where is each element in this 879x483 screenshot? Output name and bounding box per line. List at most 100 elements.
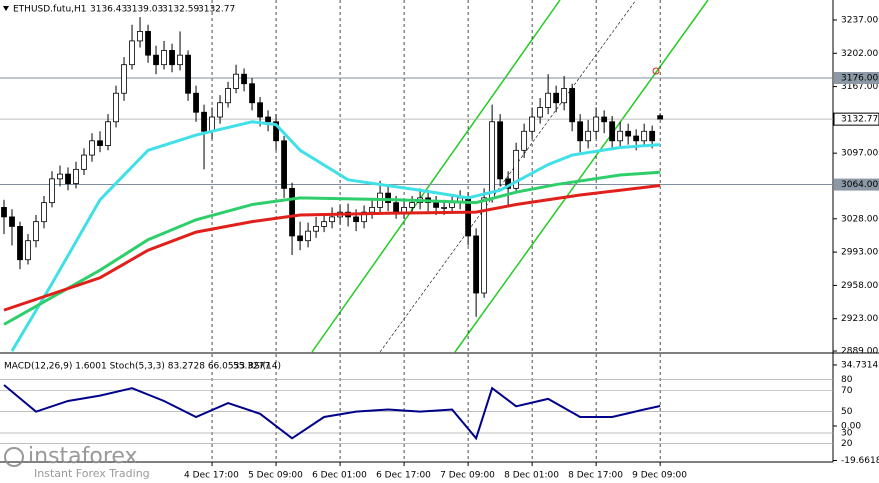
candle-body xyxy=(521,130,528,151)
candle-body xyxy=(385,192,391,204)
candle-body xyxy=(225,88,231,104)
candle-body xyxy=(153,54,159,66)
candle-body xyxy=(529,116,536,132)
candle-body xyxy=(625,130,632,137)
candle-body xyxy=(177,54,183,66)
candle-body xyxy=(409,202,415,208)
candle-body xyxy=(193,92,199,113)
candle-body xyxy=(73,168,79,185)
x-tick-label: 8 Dec 17:00 xyxy=(568,471,623,481)
candle-body xyxy=(25,240,31,261)
logo-tagline: Instant Forex Trading xyxy=(34,467,150,480)
candle-body xyxy=(1,206,7,218)
candle-body xyxy=(393,202,399,213)
y-tick-label: 3097.00 xyxy=(841,149,878,159)
candle-body xyxy=(361,211,367,223)
rsi-line xyxy=(3,384,661,441)
candle-body xyxy=(481,197,488,294)
x-tick-label: 6 Dec 01:00 xyxy=(312,471,367,481)
candle-body xyxy=(201,111,207,132)
candle-body xyxy=(241,73,247,85)
candle-body xyxy=(369,206,375,213)
candle-body xyxy=(89,140,95,156)
candle-body xyxy=(321,221,327,227)
candle-body xyxy=(497,121,504,180)
candle-body xyxy=(33,221,39,242)
header-arrow xyxy=(3,6,9,11)
candle-body xyxy=(569,88,576,123)
x-tick-label: 5 Dec 09:00 xyxy=(248,471,303,481)
level-label-box xyxy=(834,72,879,85)
moving-average xyxy=(10,120,661,352)
ohlc-open: 3136.43 xyxy=(90,5,127,15)
y-tick-label: 2958.00 xyxy=(841,281,878,291)
ohlc-close: 3132.77 xyxy=(198,5,235,15)
x-tick-label: 9 Dec 09:00 xyxy=(632,471,687,481)
candle-body xyxy=(297,235,303,242)
alert-marker xyxy=(652,67,660,75)
ohlc-high: 3139.03 xyxy=(126,5,163,15)
candle-body xyxy=(273,121,279,142)
y-tick-label: 3202.00 xyxy=(841,49,878,59)
candle-body xyxy=(489,121,496,199)
logo-icon xyxy=(4,447,24,467)
candle-body xyxy=(329,216,335,223)
candle-body xyxy=(617,130,624,142)
channel-line xyxy=(311,0,561,353)
candle-body xyxy=(129,40,135,66)
indicator-tick-label: 80 xyxy=(841,375,853,385)
symbol: ETHUSD.futu,H1 xyxy=(13,5,87,15)
logo: instaforex Instant Forex Trading xyxy=(4,444,150,480)
candle-body xyxy=(545,92,552,108)
candle-body xyxy=(249,83,255,104)
candle-body xyxy=(161,50,167,66)
candle-body xyxy=(641,130,648,142)
candle-body xyxy=(593,116,600,132)
candle-body xyxy=(209,116,215,132)
candle-body xyxy=(313,226,319,232)
candle-body xyxy=(57,173,63,180)
candle-body xyxy=(281,140,287,189)
candle-body xyxy=(17,226,23,261)
y-tick-label: 3167.00 xyxy=(841,82,878,92)
y-tick-label: 3028.00 xyxy=(841,214,878,224)
level-label: 3064.00 xyxy=(841,180,878,190)
candle-body xyxy=(265,116,271,123)
candle-body xyxy=(137,30,143,42)
candle-body xyxy=(433,202,440,208)
x-tick-label: 7 Dec 09:00 xyxy=(440,471,495,481)
candle-body xyxy=(553,92,560,104)
candle-body xyxy=(513,149,520,189)
indicator-y2-tick-label: -19.6618 xyxy=(841,456,879,466)
candle-body xyxy=(305,230,311,242)
candle-body xyxy=(401,206,407,213)
candle-body xyxy=(537,107,544,118)
candle-body xyxy=(169,50,175,66)
indicator-y2-tick-label: 34.7314 xyxy=(841,360,878,370)
candle-body xyxy=(97,140,103,146)
candle-body xyxy=(601,116,608,123)
y-tick-label: 2889.00 xyxy=(841,347,878,357)
candle-body xyxy=(41,202,47,223)
ohlc-low: 3132.59 xyxy=(162,5,199,15)
x-tick-label: 4 Dec 17:00 xyxy=(184,471,239,481)
x-tick-label: 6 Dec 17:00 xyxy=(376,471,431,481)
price-label-box xyxy=(833,112,879,126)
y-tick-label: 2923.00 xyxy=(841,314,878,324)
indicator-title: MACD(12,26,9) 1.6001 Stoch(5,3,3) 83.272… xyxy=(4,362,281,372)
candle-body xyxy=(561,88,568,104)
candle-body xyxy=(217,102,223,118)
indicator-tick-label: 70 xyxy=(841,386,853,396)
indicator-y2-tick-label: 0.00 xyxy=(841,421,861,431)
candle-body xyxy=(9,216,15,227)
candle-body xyxy=(65,173,71,185)
price-label: 3132.77 xyxy=(841,115,878,125)
candle-body xyxy=(449,202,456,208)
y-tick-label: 2993.00 xyxy=(841,248,878,258)
candle-body xyxy=(81,154,87,170)
candle-body xyxy=(577,121,584,142)
candle-body xyxy=(233,73,239,89)
candle-body xyxy=(145,30,151,56)
candle-body xyxy=(473,235,480,294)
